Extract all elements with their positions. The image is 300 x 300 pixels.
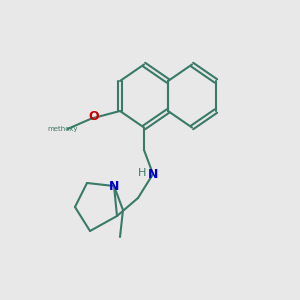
Text: methoxy: methoxy — [48, 126, 78, 132]
Text: H: H — [138, 167, 147, 178]
Text: N: N — [148, 167, 158, 181]
Text: O: O — [88, 110, 99, 123]
Text: N: N — [109, 179, 119, 193]
